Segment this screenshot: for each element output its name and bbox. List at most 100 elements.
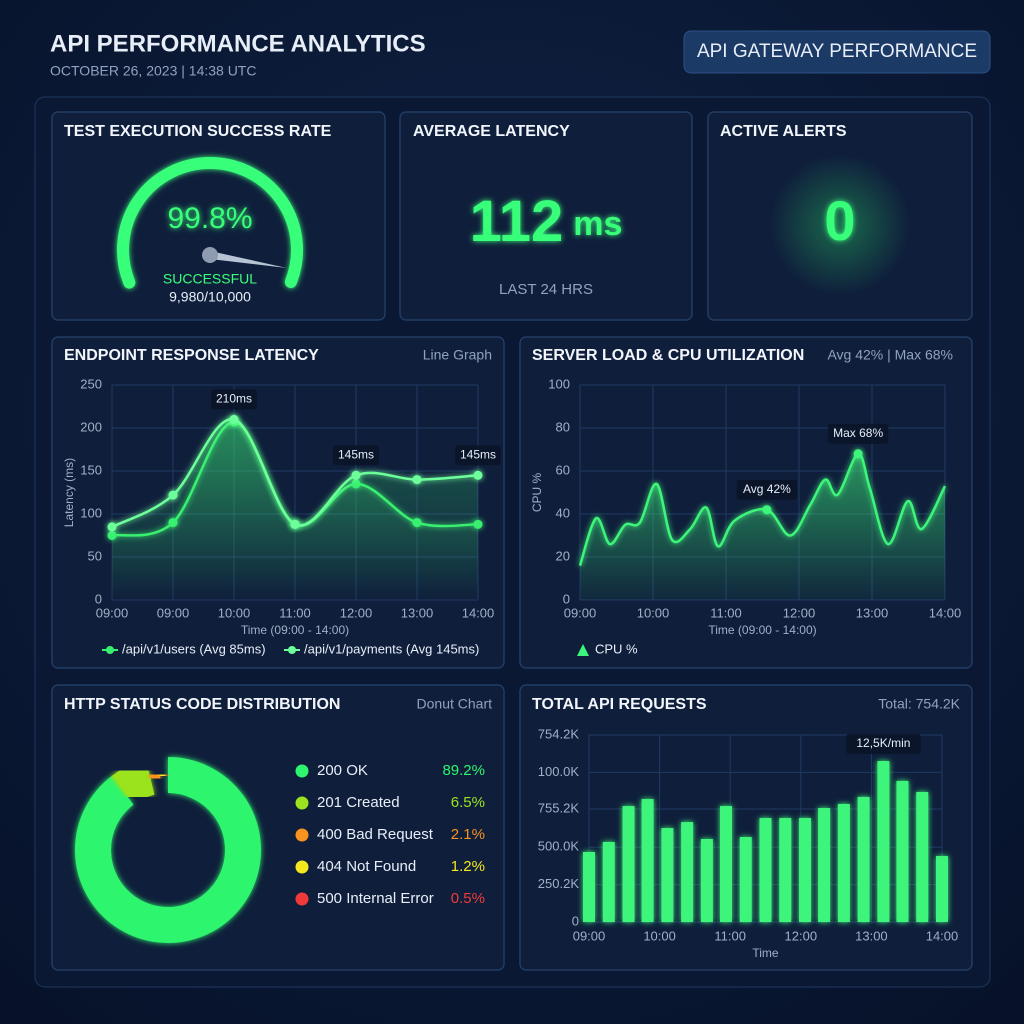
alert-halo xyxy=(770,155,910,295)
y-tick-label: 754.2K xyxy=(538,726,580,741)
donut-slice xyxy=(145,757,163,795)
data-point xyxy=(290,519,300,529)
panel-title: AVERAGE LATENCY xyxy=(413,123,570,140)
legend-label: 201 Created xyxy=(317,794,400,811)
x-tick-label: 14:00 xyxy=(929,605,962,620)
bar xyxy=(583,851,595,922)
bar xyxy=(779,818,792,922)
gauge-arc xyxy=(117,157,303,289)
data-label: Max 68% xyxy=(833,426,883,440)
legend-label: CPU % xyxy=(595,641,638,656)
series-line xyxy=(578,452,947,567)
legend-marker xyxy=(295,796,309,810)
label-box xyxy=(736,479,798,500)
bar xyxy=(622,806,635,922)
y-tick-label: 100 xyxy=(80,505,102,520)
y-axis-label: CPU % xyxy=(530,473,544,513)
y-tick-label: 755.2K xyxy=(538,800,580,815)
data-point xyxy=(762,505,772,515)
y-tick-label: 250 xyxy=(80,376,102,391)
timestamp: OCTOBER 26, 2023 | 14:38 UTC xyxy=(50,63,256,79)
panel-title: TOTAL API REQUESTS xyxy=(532,696,707,713)
legend-marker xyxy=(295,828,309,842)
y-tick-label: 500.0K xyxy=(538,839,580,854)
legend-label: 500 Internal Error xyxy=(317,890,434,907)
x-tick-label: 11:00 xyxy=(279,605,311,620)
x-tick-label: 12:00 xyxy=(783,605,816,620)
bar xyxy=(857,796,870,922)
data-label: 145ms xyxy=(338,447,374,461)
gauge-value: 99.8% xyxy=(167,202,252,235)
x-tick-label: 11:00 xyxy=(714,928,746,943)
y-tick-label: 200 xyxy=(80,419,102,434)
x-axis-label: Time (09:00 - 14:00) xyxy=(241,623,349,637)
x-tick-label: 09:00 xyxy=(96,605,129,620)
data-point xyxy=(412,475,422,485)
y-tick-label: 60 xyxy=(556,462,570,477)
label-box xyxy=(846,734,921,755)
bar xyxy=(837,803,850,922)
data-point xyxy=(107,522,117,532)
y-tick-label: 0 xyxy=(572,913,579,928)
legend-marker xyxy=(295,860,309,874)
x-tick-label: 10:00 xyxy=(218,605,251,620)
y-tick-label: 80 xyxy=(556,419,570,434)
bar xyxy=(661,828,674,922)
panel-title: HTTP STATUS CODE DISTRIBUTION xyxy=(64,696,340,713)
donut-slice xyxy=(75,757,261,943)
x-tick-label: 09:00 xyxy=(157,605,190,620)
x-tick-label: 13:00 xyxy=(856,605,889,620)
x-tick-label: 13:00 xyxy=(401,605,434,620)
y-tick-label: 50 xyxy=(88,548,102,563)
gauge-hub xyxy=(202,247,218,263)
data-point xyxy=(351,470,361,480)
label-box xyxy=(211,389,257,410)
y-tick-label: 250.2K xyxy=(538,876,580,891)
bar xyxy=(877,761,890,922)
kpi-note: LAST 24 HRS xyxy=(499,281,593,298)
x-tick-label: 09:00 xyxy=(573,928,606,943)
legend-label: 400 Bad Request xyxy=(317,826,434,843)
legend-marker xyxy=(288,646,296,654)
legend-marker xyxy=(295,764,309,778)
data-point xyxy=(473,470,483,480)
bar xyxy=(936,856,948,922)
data-label: 12,5K/min xyxy=(856,736,910,750)
bar xyxy=(799,818,812,922)
bar xyxy=(700,838,713,922)
data-label: Avg 42% xyxy=(743,482,791,496)
panel-subtitle: Line Graph xyxy=(423,347,492,363)
y-axis-label: Latency (ms) xyxy=(62,458,76,527)
legend-value: 89.2% xyxy=(442,762,485,779)
bar xyxy=(602,841,615,922)
panel xyxy=(51,684,505,971)
legend-label: /api/v1/payments (Avg 145ms) xyxy=(304,641,479,656)
x-tick-label: 14:00 xyxy=(462,605,495,620)
y-tick-label: 0 xyxy=(563,591,570,606)
panel-title: SERVER LOAD & CPU UTILIZATION xyxy=(532,347,804,364)
gauge-needle xyxy=(210,251,287,268)
x-tick-label: 14:00 xyxy=(926,928,959,943)
y-tick-label: 0 xyxy=(95,591,102,606)
bar xyxy=(641,799,654,922)
donut-slice xyxy=(111,759,156,806)
x-tick-label: 13:00 xyxy=(855,928,888,943)
alert-count: 0 xyxy=(824,189,855,252)
panel-title: ACTIVE ALERTS xyxy=(720,123,847,140)
bar xyxy=(818,808,831,922)
data-label: 210ms xyxy=(216,392,252,406)
latency-value: 112 xyxy=(470,189,564,254)
page-title: API PERFORMANCE ANALYTICS xyxy=(50,30,426,57)
legend-label: 200 OK xyxy=(317,762,368,779)
panel-subtitle: Total: 754.2K xyxy=(878,696,960,712)
series-area xyxy=(580,453,945,600)
x-axis-label: Time xyxy=(752,946,779,960)
bar xyxy=(916,791,929,922)
legend-label: 404 Not Found xyxy=(317,858,416,875)
y-tick-label: 100.0K xyxy=(538,764,580,779)
y-tick-label: 40 xyxy=(556,505,570,520)
panel xyxy=(399,111,693,321)
x-tick-label: 12:00 xyxy=(785,928,818,943)
x-tick-label: 10:00 xyxy=(643,928,676,943)
kpi-value: 112 ms xyxy=(470,189,623,254)
